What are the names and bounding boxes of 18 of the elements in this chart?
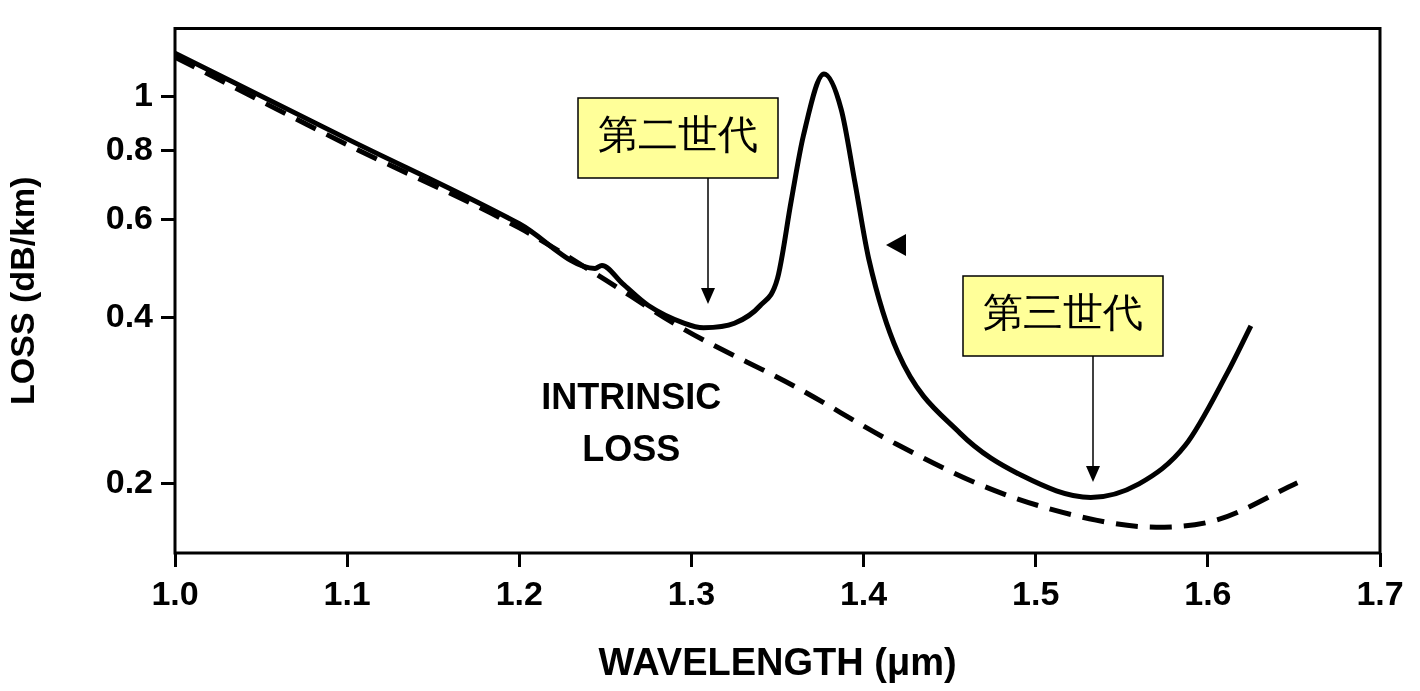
x-tick-label: 1.7	[1356, 573, 1404, 612]
x-tick-label: 1.0	[151, 573, 199, 612]
x-tick-label: 1.4	[839, 573, 888, 612]
x-tick-label: 1.1	[323, 573, 371, 612]
y-tick-label: 0.2	[105, 462, 153, 501]
y-tick-label: 0.4	[105, 295, 154, 334]
x-tick-label: 1.5	[1012, 573, 1060, 612]
annotation: 第二世代	[598, 111, 758, 158]
y-tick-label: 1	[134, 75, 153, 114]
x-tick-label: 1.6	[1184, 573, 1232, 612]
series-label: INTRINSIC LOSS	[541, 376, 722, 470]
y-axis-title: LOSS (dB/km)	[2, 176, 41, 405]
x-tick-label: 1.2	[495, 573, 543, 612]
y-tick-label: 0.8	[105, 128, 153, 167]
x-tick-label: 1.3	[667, 573, 716, 612]
annotation: 第三世代	[983, 289, 1143, 336]
x-axis-title: WAVELENGTH (μm)	[598, 640, 957, 683]
y-tick-label: 0.6	[105, 198, 153, 237]
